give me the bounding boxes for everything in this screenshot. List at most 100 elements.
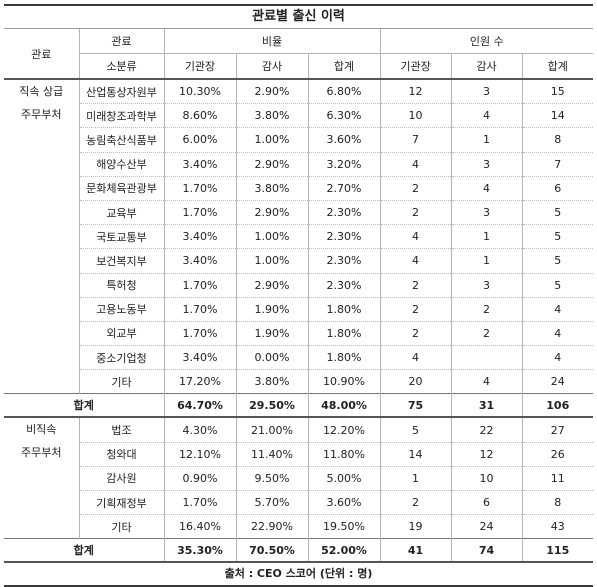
row-category: 문화체육관광부 xyxy=(78,176,164,201)
row-value: 3.40% xyxy=(163,345,236,371)
row-value: 1.70% xyxy=(163,200,236,226)
row-value: 3.80% xyxy=(235,176,308,201)
row-category: 고용노동부 xyxy=(78,297,164,322)
row-value: 4.30% xyxy=(163,417,236,443)
table-row: 기타 16.40% 22.90% 19.50% 19 24 43 xyxy=(4,514,594,540)
row-value: 10.30% xyxy=(163,79,236,105)
row-category: 농림축산식품부 xyxy=(78,127,164,153)
row-value: 2.70% xyxy=(307,176,381,201)
row-category: 감사원 xyxy=(78,466,164,492)
row-value: 43 xyxy=(521,514,594,540)
table-row: 보건복지부 3.40% 1.00% 2.30% 4 1 5 xyxy=(4,248,594,274)
row-category: 기타 xyxy=(78,369,164,395)
row-value: 21.00% xyxy=(235,417,308,443)
row-value: 1.70% xyxy=(163,176,236,201)
row-value: 0.90% xyxy=(163,466,236,492)
row-value: 3.40% xyxy=(163,248,236,274)
row-value: 2 xyxy=(379,321,452,347)
table-row: 특허청 1.70% 2.90% 2.30% 2 3 5 xyxy=(4,273,594,298)
row-value: 19 xyxy=(379,514,452,540)
row-value: 10 xyxy=(379,103,452,129)
row-value: 2.90% xyxy=(235,273,308,298)
row-value: 2 xyxy=(379,200,452,226)
table-row: 기타 17.20% 3.80% 10.90% 20 4 24 xyxy=(4,369,594,395)
row-value: 1.80% xyxy=(307,321,381,347)
row-value: 1.90% xyxy=(235,297,308,322)
row-value: 3.60% xyxy=(307,490,381,516)
group-label-line2: 주무부처 xyxy=(21,446,62,460)
row-value: 1.70% xyxy=(163,297,236,322)
row-value: 4 xyxy=(450,103,523,129)
row-value: 27 xyxy=(521,417,594,443)
total-value: 29.50% xyxy=(235,393,308,419)
row-value: 2 xyxy=(450,321,523,347)
row-value: 6 xyxy=(521,176,594,201)
table-row: 청와대 12.10% 11.40% 11.80% 14 12 26 xyxy=(4,442,594,467)
row-value: 14 xyxy=(379,442,452,467)
row-value: 2 xyxy=(379,273,452,298)
header-col: 기관장 xyxy=(379,53,452,80)
row-category: 산업통상자원부 xyxy=(78,79,164,105)
row-category: 교육부 xyxy=(78,200,164,226)
row-value: 4 xyxy=(450,369,523,395)
total-value: 31 xyxy=(450,393,523,419)
report-table-container: 관료별 출신 이력 관료 관료 비율 인원 수 소분류 기관장 감사 합계 기관… xyxy=(4,4,594,587)
row-category: 기타 xyxy=(78,514,164,540)
row-value: 5.70% xyxy=(235,490,308,516)
total-value: 115 xyxy=(521,538,594,564)
total-value: 70.50% xyxy=(235,538,308,564)
row-value: 4 xyxy=(379,152,452,177)
row-value: 1.00% xyxy=(235,127,308,153)
row-value: 11.80% xyxy=(307,442,381,467)
row-category: 미래창조과학부 xyxy=(78,103,164,129)
row-value: 26 xyxy=(521,442,594,467)
row-value: 0.00% xyxy=(235,345,308,371)
row-value: 2.30% xyxy=(307,248,381,274)
group-label-line1: 비직속 xyxy=(26,423,57,437)
header-kwanryo: 관료 xyxy=(4,29,79,80)
total-value: 41 xyxy=(379,538,452,564)
row-value: 1.70% xyxy=(163,321,236,347)
row-value: 3.20% xyxy=(307,152,381,177)
row-value: 9.50% xyxy=(235,466,308,492)
row-value: 16.40% xyxy=(163,514,236,540)
row-value: 11 xyxy=(521,466,594,492)
group-label-line1: 직속 상급 xyxy=(19,85,64,98)
header-col: 기관장 xyxy=(163,53,236,80)
row-value: 24 xyxy=(450,514,523,540)
row-value: 12 xyxy=(379,79,452,105)
row-value: 2 xyxy=(450,297,523,322)
table-row: 국토교통부 3.40% 1.00% 2.30% 4 1 5 xyxy=(4,224,594,250)
row-value: 11.40% xyxy=(235,442,308,467)
header-col: 감사 xyxy=(450,53,523,80)
header-col: 합계 xyxy=(307,53,381,80)
row-category: 청와대 xyxy=(78,442,164,467)
row-value: 1.80% xyxy=(307,345,381,371)
row-value: 1.00% xyxy=(235,224,308,250)
row-value: 22 xyxy=(450,417,523,443)
row-value: 2.30% xyxy=(307,200,381,226)
row-value: 3 xyxy=(450,273,523,298)
header-subcategory: 소분류 xyxy=(78,53,164,80)
table-title: 관료별 출신 이력 xyxy=(4,4,593,29)
row-value: 5 xyxy=(521,200,594,226)
row-value: 1 xyxy=(450,224,523,250)
table-row: 교육부 1.70% 2.90% 2.30% 2 3 5 xyxy=(4,200,594,226)
total-value: 48.00% xyxy=(307,393,381,419)
row-value: 5 xyxy=(521,273,594,298)
row-value: 14 xyxy=(521,103,594,129)
table-row: 감사원 0.90% 9.50% 5.00% 1 10 11 xyxy=(4,466,594,492)
row-category: 보건복지부 xyxy=(78,248,164,274)
row-value: 2 xyxy=(379,176,452,201)
total-value: 106 xyxy=(521,393,594,419)
row-value: 6.30% xyxy=(307,103,381,129)
data-table: 관료 관료 비율 인원 수 소분류 기관장 감사 합계 기관장 감사 합계 직속… xyxy=(4,29,594,564)
row-value: 3.40% xyxy=(163,224,236,250)
row-value: 8 xyxy=(521,127,594,153)
total-label: 합계 xyxy=(4,538,164,564)
table-footer-source: 출처 : CEO 스코어 (단위 : 명) xyxy=(4,563,593,587)
row-value: 1.70% xyxy=(163,273,236,298)
row-value: 1 xyxy=(450,127,523,153)
row-category: 해양수산부 xyxy=(78,152,164,177)
